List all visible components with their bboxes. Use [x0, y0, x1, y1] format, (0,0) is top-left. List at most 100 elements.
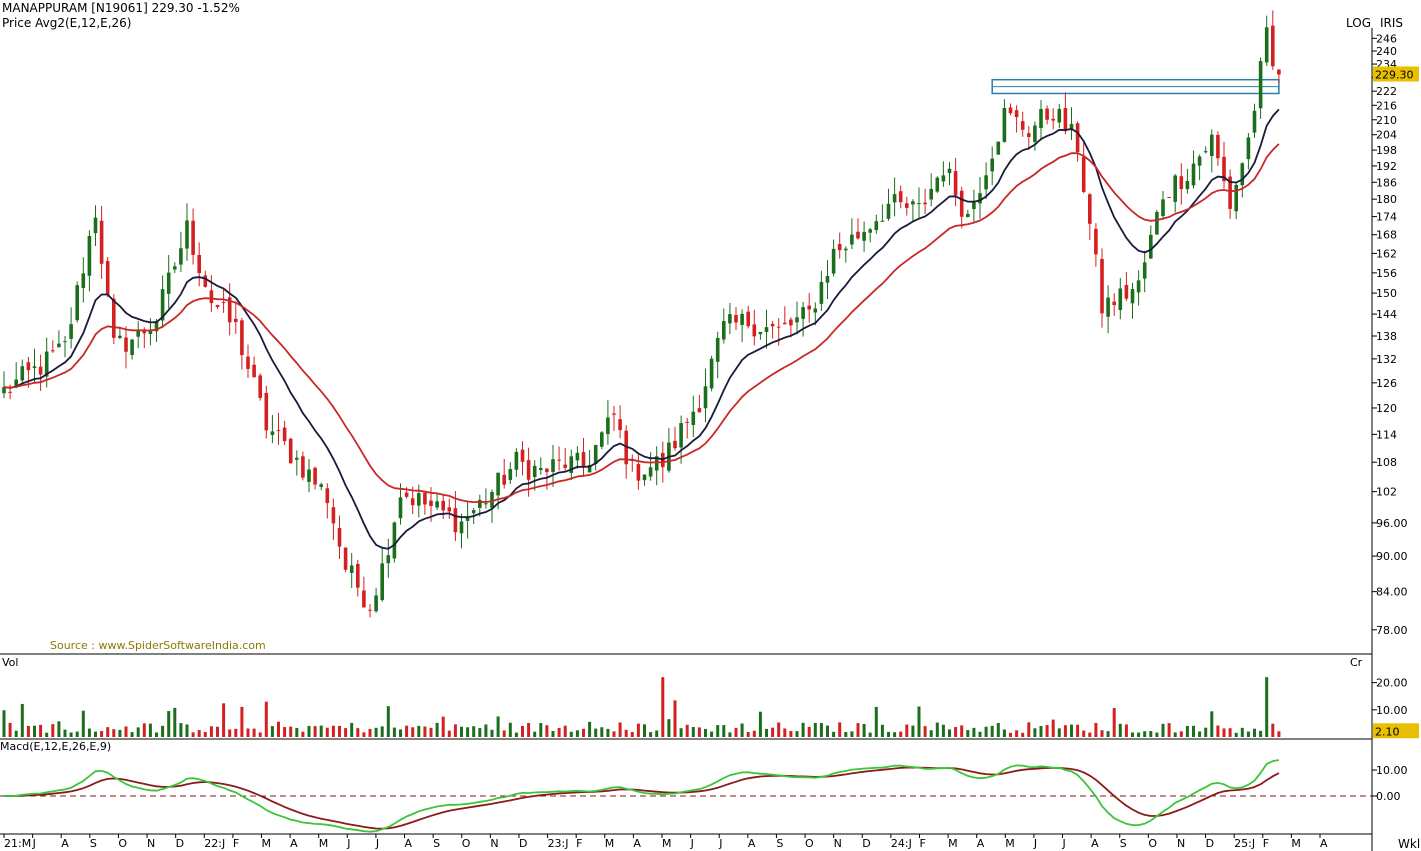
candle-body	[368, 609, 372, 611]
time-tick-label: J	[1062, 837, 1066, 850]
candle-body	[545, 468, 549, 473]
volume-bar	[484, 724, 488, 737]
volume-bar	[1106, 731, 1110, 737]
volume-bar	[880, 724, 884, 737]
price-label: Price	[2, 16, 32, 30]
volume-bar	[1088, 732, 1092, 737]
candle-body	[1039, 109, 1043, 129]
volume-bar	[1222, 728, 1226, 737]
volume-bar	[155, 732, 158, 737]
volume-bar	[929, 730, 933, 737]
price-tick-label: 240	[1376, 45, 1397, 58]
time-tick-label: M	[261, 837, 271, 850]
candle-body	[99, 220, 104, 264]
candle-body	[886, 203, 891, 219]
volume-bar	[264, 701, 268, 737]
time-tick-label: 21:M	[4, 837, 31, 850]
candle-body	[911, 201, 915, 205]
candle-body	[953, 171, 958, 196]
volume-bar	[838, 722, 842, 737]
volume-bar	[252, 728, 256, 737]
volume-bar	[1082, 730, 1086, 737]
iris-label[interactable]: IRIS	[1380, 16, 1404, 30]
volume-bar	[307, 725, 311, 737]
last-price: 229.30	[151, 1, 194, 15]
candle-body	[20, 366, 25, 381]
candle-body	[996, 141, 1001, 155]
candle-body	[880, 220, 885, 222]
volume-bar	[789, 731, 793, 737]
volume-bar	[868, 732, 872, 737]
volume-bar	[771, 727, 775, 737]
ema12-line	[3, 108, 1280, 550]
volume-bar	[545, 725, 549, 737]
candle-body	[276, 430, 281, 432]
volume-bar	[1216, 725, 1220, 737]
volume-bar	[136, 727, 140, 737]
candle-body	[1155, 211, 1159, 235]
volume-bar	[106, 727, 110, 737]
volume-bar	[752, 730, 756, 737]
volume-bar	[972, 727, 976, 737]
period-label: Wkl	[1398, 837, 1420, 851]
candle-body	[606, 417, 610, 435]
candle-body	[831, 248, 836, 274]
candle-body	[148, 329, 153, 334]
candle-body	[227, 297, 232, 323]
chart-header: MANAPPURAM [N19061] 229.30 -1.52%	[2, 1, 240, 15]
volume-bar	[1112, 708, 1116, 737]
time-tick-label: D	[1206, 837, 1214, 850]
time-tick-label: J	[690, 837, 694, 850]
volume-bar	[453, 724, 457, 737]
candle-body	[356, 563, 360, 588]
time-tick-label: J	[346, 837, 350, 850]
volume-bar	[728, 732, 732, 737]
candle-body	[563, 464, 567, 468]
volume-bar	[57, 721, 61, 737]
candle-body	[246, 356, 250, 369]
volume-bar	[173, 707, 177, 737]
volume-bar	[765, 728, 768, 737]
time-tick-label: M	[948, 837, 958, 850]
price-tick-label: 216	[1376, 99, 1397, 112]
log-scale-label[interactable]: LOG	[1346, 16, 1372, 30]
candle-body	[856, 231, 860, 239]
candle-body	[850, 234, 854, 245]
volume-bar	[667, 719, 671, 737]
volume-bar	[795, 731, 799, 737]
candle-body	[648, 467, 653, 477]
cr-label: Cr	[1350, 656, 1363, 669]
volume-bar	[2, 710, 6, 737]
candle-body	[81, 273, 86, 289]
candle-body	[892, 194, 897, 203]
volume-bar	[874, 706, 878, 737]
candle-body	[679, 423, 683, 448]
volume-bar	[81, 710, 85, 737]
volume-bar	[1051, 719, 1055, 737]
candle-body	[1228, 176, 1232, 209]
time-tick-label: N	[834, 837, 842, 850]
volume-bar	[1143, 731, 1147, 737]
volume-bar	[1240, 727, 1244, 737]
candle-body	[1167, 197, 1171, 199]
volume-bar	[246, 728, 250, 737]
volume-bar	[813, 722, 817, 737]
candle-body	[947, 168, 952, 174]
candle-body	[1185, 180, 1190, 190]
volume-bar	[832, 731, 836, 737]
candle-body	[160, 289, 165, 321]
volume-bar	[399, 729, 402, 737]
volume-bar	[39, 724, 43, 737]
volume-bar	[197, 729, 201, 737]
volume-bar	[862, 723, 866, 737]
volume-bar	[228, 729, 232, 737]
volume-bar	[643, 724, 646, 737]
candle-body	[331, 507, 336, 524]
volume-bar	[612, 731, 616, 737]
candle-body	[1240, 163, 1245, 186]
source-text: Source : www.SpiderSoftwareIndia.com	[50, 639, 266, 652]
candle-body	[325, 488, 330, 504]
candle-body	[179, 248, 183, 265]
candle-body	[1075, 123, 1080, 153]
